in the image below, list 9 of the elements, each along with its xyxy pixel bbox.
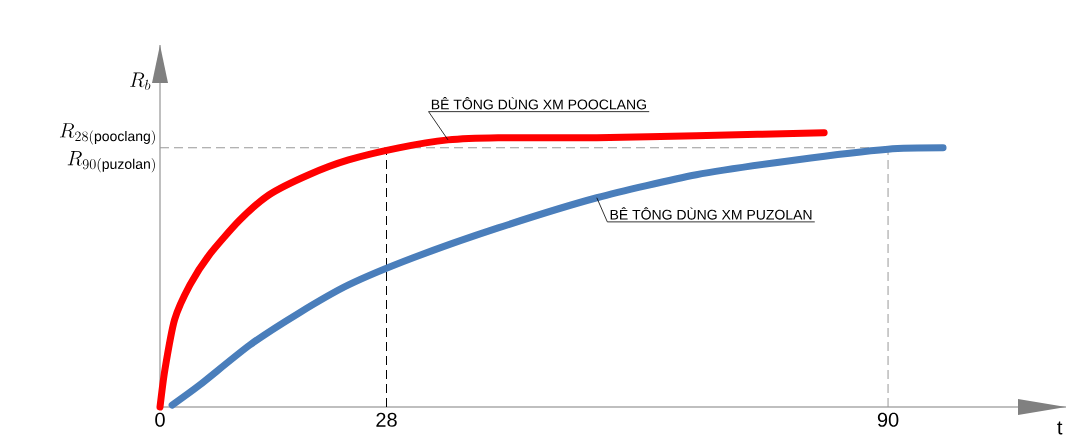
- x-tick-label: 0: [155, 412, 165, 427]
- y-axis-title: $R_{b}$: [130, 72, 151, 90]
- x-axis-title: t: [1057, 421, 1063, 435]
- annotation: $R_{90(\mathrm{puzolan})}$: [67, 151, 155, 173]
- x-tick-label: 90: [877, 412, 899, 427]
- series-label: BÊ TÔNG DÙNG XM POOCLANG: [431, 97, 646, 110]
- series-label: BÊ TÔNG DÙNG XM PUZOLAN: [610, 207, 812, 220]
- x-tick-label: 28: [376, 412, 397, 427]
- ref-line-label: $R_{28(\mathrm{pooclang})}$: [59, 123, 155, 145]
